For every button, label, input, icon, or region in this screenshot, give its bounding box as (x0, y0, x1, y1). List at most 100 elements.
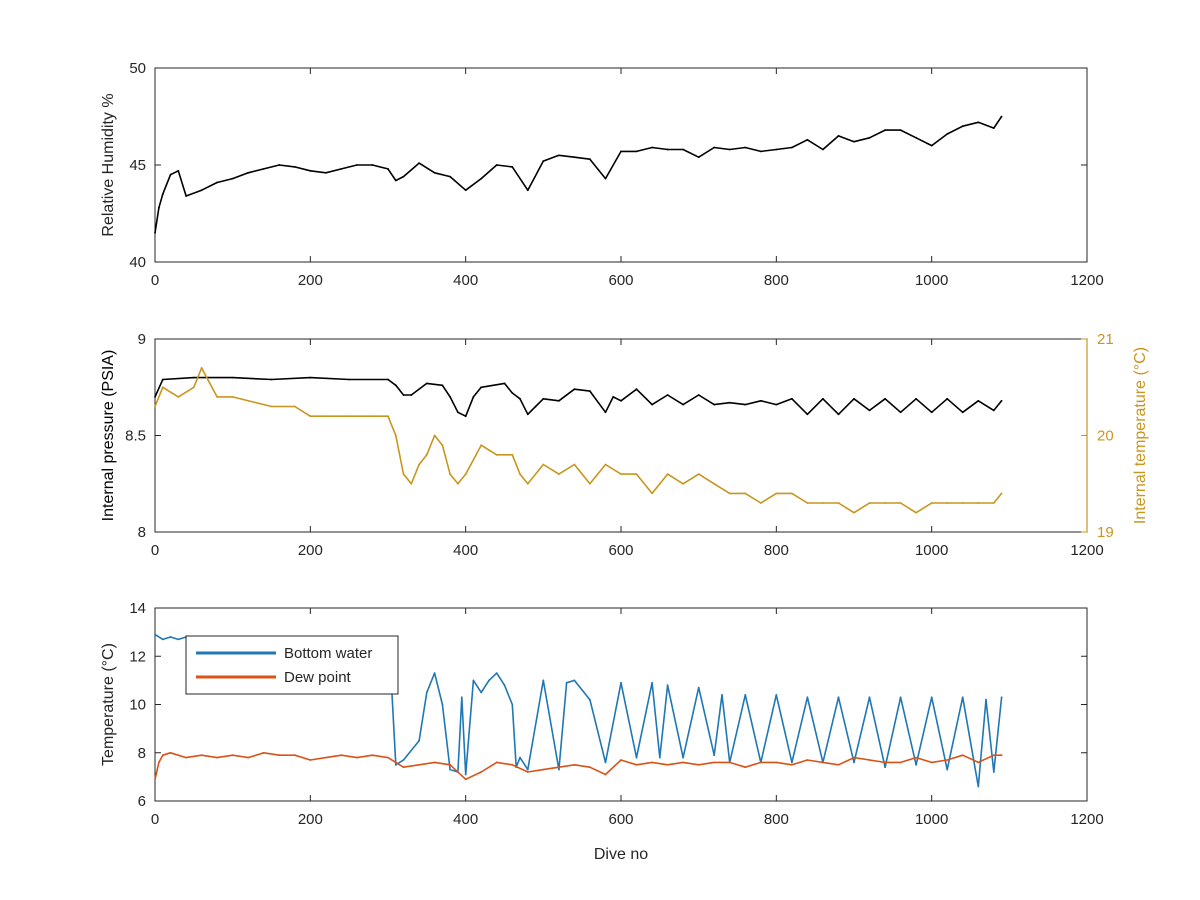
plot-1-x-tick-label: 200 (298, 272, 323, 289)
plot-3-x-axis-label: Dive no (594, 846, 648, 863)
plot-3-series-2-point (620, 759, 622, 761)
plot-3-series-2-point (200, 754, 203, 757)
plot-3-series-2-point (915, 756, 917, 759)
plot-3-series-1-point (418, 739, 420, 742)
plot-3-series-1-point (775, 694, 778, 696)
plot-3-series-1-point (433, 672, 436, 674)
plot-1-series-1-point (526, 189, 529, 192)
plot-3-series-2-point (713, 761, 716, 764)
plot-2-series-2-point (589, 482, 591, 485)
plot-2-series-2-point (573, 463, 576, 466)
plot-1-series-1-point (635, 150, 638, 153)
plot-2-series-1-point (666, 394, 669, 396)
plot-2-series-1-point (775, 403, 778, 406)
plot-3-series-2-point (884, 761, 886, 764)
plot-3-series-1-point (1000, 696, 1003, 699)
plot-3-series-2-point (185, 756, 188, 759)
plot-3-series-2-point (418, 763, 420, 766)
plot-2-y-right-tick-label: 21 (1097, 331, 1114, 348)
plot-1-series-1-point (884, 129, 886, 132)
plot-3-series-1-point (177, 638, 180, 641)
plot-3-series-1-point (837, 696, 840, 699)
plot-1-x-tick-label: 400 (453, 272, 478, 289)
plot-2-series-1-point (410, 394, 413, 396)
plot-2-series-1-point (480, 386, 483, 389)
plot-2-series-1-point (915, 397, 917, 400)
plot-2-series-1-point (992, 409, 995, 412)
plot-2-series-1-point (604, 411, 607, 414)
plot-3-series-2-point (247, 756, 250, 759)
plot-2-series-1-point (441, 384, 444, 387)
plot-3-series-1-point (620, 681, 622, 684)
plot-3-series-1-point (744, 694, 747, 696)
plot-2-series-2-point (837, 502, 840, 504)
plot-3-series-2-point (433, 761, 436, 764)
plot-1-series-1-point (154, 232, 156, 234)
plot-1-series-1-point (293, 166, 296, 168)
plot-3-series-2-point (231, 754, 234, 757)
plot-3-series-2-point (992, 754, 995, 757)
plot-2-series-1-point (791, 397, 793, 400)
plot-3-x-tick-label: 400 (453, 811, 478, 828)
plot-2-series-line-2 (154, 367, 1003, 514)
plot-2-series-2-point (418, 463, 420, 466)
plot-2-series-1-point (425, 382, 428, 385)
plot-2-series-1-point (161, 378, 164, 381)
plot-3-series-2-point (666, 763, 669, 766)
plot-2-series-2-point (744, 492, 747, 495)
plot-1-series-1-point (915, 136, 917, 139)
plot-3-y-tick-label: 10 (129, 697, 146, 714)
plot-3-series-1-point (449, 768, 451, 771)
plot-3-series-1-point (977, 785, 980, 788)
plot-3-series-1-point (961, 696, 964, 699)
plot-3-series-2-point (961, 754, 964, 757)
plot-2-series-1-point (534, 405, 537, 408)
plot-2-series-2-point (868, 502, 871, 504)
plot-2-series-2-point (604, 463, 607, 466)
plot-3-series-1-point (589, 698, 591, 701)
plot-3-series-1-point (565, 681, 568, 684)
plot-2-series-1-point (612, 396, 615, 398)
plot-2-series-1-point (759, 399, 762, 402)
plot-3-series-2-point (340, 754, 343, 757)
plot-2-series-2-point (728, 492, 731, 495)
plot-1-series-1-point (340, 168, 343, 170)
plot-2-series-1-point (526, 413, 529, 416)
plot-1-series-1-point (977, 121, 980, 124)
plot-2-series-1-point (503, 382, 506, 385)
plot-2-series-1-point (394, 384, 397, 387)
plot-3-series-1-point (721, 694, 723, 696)
plot-2-series-1-point (542, 397, 545, 400)
plot-3-x-tick-label: 600 (608, 811, 633, 828)
plot-1-series-1-point (169, 173, 172, 176)
plot-1-x-tick-label: 1200 (1070, 272, 1103, 289)
plot-3-series-2-point (158, 761, 160, 764)
plot-3-x-tick-label: 1000 (915, 811, 948, 828)
plot-3-series-2-point (977, 761, 980, 764)
plot-2-series-2-point (697, 473, 700, 475)
plot-3-series-2-point (759, 761, 762, 764)
plot-3-series-1-point (915, 763, 917, 766)
plot-2-series-2-point (853, 511, 855, 514)
plot-3-x-tick-label: 0 (151, 811, 159, 828)
plot-3-series-1-point (791, 761, 793, 764)
plot-2-series-2-point (620, 473, 622, 475)
plot-1-series-1-point (464, 189, 467, 192)
plot-2-series-2-point (154, 405, 156, 408)
plot-3-series-2-point (325, 756, 327, 759)
plot-2-series-2-point (270, 405, 273, 408)
plot-2-series-1-point (713, 403, 716, 406)
plot-1-series-1-point (992, 127, 995, 129)
plot-3-series-2-point (651, 761, 653, 764)
plot-3-series-2-point (161, 754, 164, 757)
plot-1-series-1-point (759, 150, 762, 153)
plot-3-series-1-point (899, 696, 902, 699)
plot-2-series-1-point (589, 390, 591, 392)
plot-2-series-2-point (651, 492, 653, 495)
plot-3-legend-label-2: Dew point (284, 669, 352, 686)
plot-1-series-1-point (713, 146, 716, 149)
plot-3-series-2-point (899, 761, 902, 764)
plot-2-series-1-point (651, 403, 653, 406)
plot-2-series-2-point (425, 453, 428, 456)
